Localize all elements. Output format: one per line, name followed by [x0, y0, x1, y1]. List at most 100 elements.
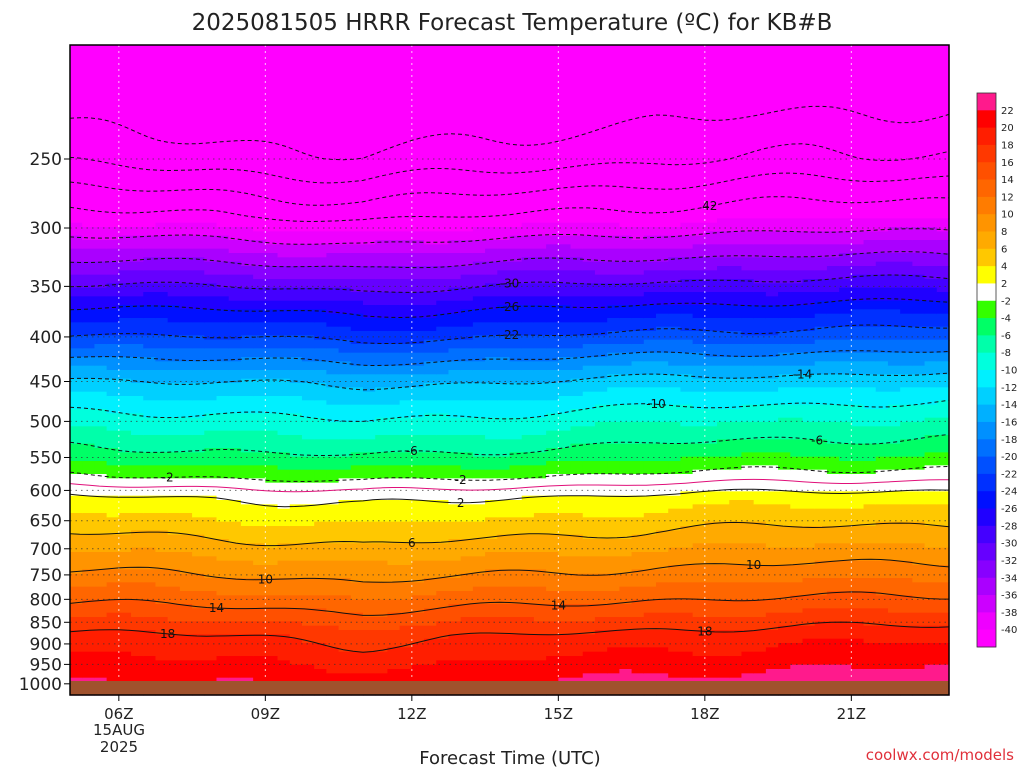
field-cell: [436, 339, 450, 354]
field-cell: [802, 638, 816, 666]
field-cell: [656, 461, 669, 475]
field-cell: [631, 404, 645, 423]
field-cell: [411, 521, 425, 544]
field-cell: [887, 326, 901, 341]
field-cell: [570, 621, 584, 635]
field-cell: [131, 235, 144, 250]
field-cell: [460, 617, 474, 635]
field-cell: [729, 218, 743, 232]
field-cell: [643, 235, 657, 250]
field-cell: [509, 452, 523, 466]
field-cell: [485, 227, 498, 241]
field-cell: [717, 630, 730, 657]
field-cell: [936, 526, 950, 549]
field-cell: [558, 322, 572, 336]
field-cell: [887, 227, 901, 241]
field-cell: [387, 292, 401, 306]
field-cell: [94, 335, 108, 345]
field-cell: [900, 456, 913, 471]
isotherm-minus46: [69, 143, 950, 184]
field-cell: [704, 231, 718, 245]
field-cell: [375, 305, 389, 319]
field-cell: [851, 253, 865, 267]
field-cell: [399, 318, 413, 332]
field-cell: [521, 435, 535, 453]
field-cell: [424, 339, 437, 354]
colorbar-tick-label: -22: [1001, 469, 1017, 480]
field-cell: [131, 227, 144, 237]
field-cell: [863, 543, 877, 562]
field-cell: [814, 374, 828, 388]
field-cell: [656, 647, 669, 674]
field-cell: [533, 257, 547, 271]
field-cell: [338, 361, 352, 375]
field-cell: [387, 521, 401, 544]
field-cell: [851, 526, 865, 544]
field-cell: [253, 430, 266, 453]
field-cell: [228, 261, 242, 276]
field-cell: [668, 495, 682, 510]
field-cell: [424, 578, 437, 596]
field-cell: [594, 404, 608, 423]
field-cell: [143, 630, 157, 657]
field-cell: [289, 279, 303, 289]
field-cell: [631, 461, 645, 475]
field-cell: [521, 517, 535, 536]
field-cell: [106, 227, 120, 241]
field-cell: [240, 656, 254, 679]
field-cell: [887, 504, 901, 523]
field-cell: [472, 660, 486, 687]
field-cell: [265, 656, 279, 683]
field-cell: [70, 248, 83, 263]
field-cell: [631, 331, 645, 345]
field-cell: [875, 504, 889, 523]
field-cell: [155, 361, 169, 371]
field-cell: [448, 240, 462, 254]
field-cell: [570, 257, 584, 271]
field-cell: [643, 647, 657, 674]
field-cell: [912, 582, 926, 601]
field-cell: [277, 370, 291, 380]
field-cell: [289, 322, 303, 336]
colorbar-tick-label: -32: [1001, 556, 1017, 567]
field-cell: [692, 365, 706, 380]
field-cell: [643, 45, 657, 228]
y-axis-pressure: 2503003504004505005506006507007508008509…: [19, 150, 70, 695]
field-cell: [277, 45, 291, 232]
field-cell: [668, 565, 682, 583]
field-cell: [363, 582, 376, 601]
field-cell: [179, 283, 193, 297]
field-cell: [143, 400, 157, 419]
field-cell: [887, 287, 901, 302]
field-cell: [192, 322, 205, 336]
field-cell: [851, 543, 865, 562]
field-cell: [363, 521, 376, 544]
field-cell: [704, 630, 718, 657]
field-cell: [668, 508, 682, 531]
field-cell: [338, 287, 352, 302]
field-cell: [436, 638, 450, 661]
field-cell: [802, 257, 816, 271]
field-cell: [94, 365, 108, 380]
field-cell: [680, 352, 694, 367]
field-cell: [143, 257, 157, 271]
field-cell: [472, 456, 486, 471]
field-cell: [448, 578, 462, 592]
field-cell: [753, 365, 767, 380]
field-cell: [875, 352, 889, 362]
field-cell: [778, 270, 791, 284]
field-cell: [924, 452, 938, 466]
field-cell: [375, 630, 389, 653]
field-cell: [436, 352, 450, 362]
field-cell: [570, 495, 584, 514]
field-cell: [363, 45, 376, 232]
field-cell: [570, 396, 584, 410]
field-cell: [802, 422, 816, 440]
field-cell: [668, 404, 682, 423]
field-cell: [301, 504, 315, 527]
field-cell: [204, 248, 218, 263]
field-cell: [753, 257, 767, 271]
field-cell: [301, 361, 315, 371]
x-tick-label: 12Z: [397, 705, 426, 723]
field-cell: [692, 582, 706, 601]
